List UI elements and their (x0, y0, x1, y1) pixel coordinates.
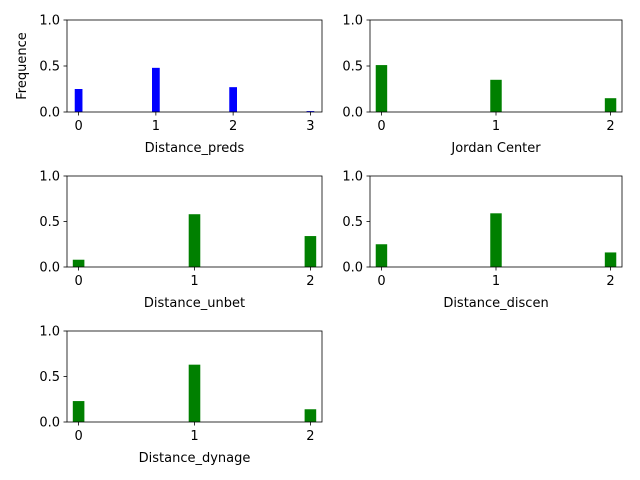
y-tick-label: 1.0 (39, 14, 60, 29)
bar-2 (304, 236, 317, 267)
bar-0 (72, 259, 85, 267)
bar-0 (74, 89, 83, 112)
bar-0 (375, 244, 388, 267)
x-tick-label: 1 (492, 274, 500, 289)
y-tick-label: 0.0 (39, 261, 60, 276)
x-tick-label: 0 (74, 429, 82, 444)
bar-2 (604, 252, 617, 267)
x-tick-label: 3 (306, 119, 314, 134)
x-axis-label: Distance_discen (443, 296, 548, 311)
bar-2 (604, 98, 617, 112)
y-tick-label: 0.5 (39, 60, 60, 75)
x-tick-label: 0 (74, 274, 82, 289)
x-tick-label: 2 (606, 274, 614, 289)
y-tick-label: 0.5 (39, 215, 60, 230)
subplot-2: 0.0 0.5 1.0 0 1 2 Jordan Center (342, 14, 623, 156)
x-axis-label: Distance_preds (145, 141, 245, 156)
x-tick-label: 0 (377, 274, 385, 289)
bar-1 (188, 214, 201, 267)
y-tick-label: 0.0 (342, 261, 363, 276)
subplot-5: 0.0 0.5 1.0 0 1 2 Distance_dynage (39, 325, 323, 466)
x-tick-label: 1 (190, 429, 198, 444)
subplot-4: 0.0 0.5 1.0 0 1 2 Distance_discen (342, 170, 623, 311)
y-tick-label: 0.0 (342, 106, 363, 121)
bar-2 (229, 87, 237, 112)
bar-2 (304, 409, 317, 422)
x-axis-label: Distance_dynage (139, 451, 251, 466)
y-tick-label: 0.5 (342, 60, 363, 75)
x-tick-label: 1 (190, 274, 198, 289)
x-tick-label: 2 (306, 429, 314, 444)
x-axis-label: Jordan Center (450, 141, 541, 156)
y-tick-label: 0.0 (39, 106, 60, 121)
x-axis-label: Distance_unbet (144, 296, 245, 311)
bar-1 (188, 364, 201, 422)
y-tick-label: 1.0 (342, 14, 363, 29)
subplot-1: 0.0 0.5 1.0 0 1 2 3 Distance_preds Frequence (15, 14, 323, 156)
y-tick-label: 1.0 (39, 325, 60, 340)
y-tick-label: 1.0 (342, 170, 363, 185)
x-tick-label: 1 (152, 119, 160, 134)
bar-1 (490, 79, 502, 112)
y-tick-label: 0.5 (342, 215, 363, 230)
y-tick-label: 0.0 (39, 416, 60, 431)
y-tick-label: 0.5 (39, 370, 60, 385)
x-tick-label: 0 (74, 119, 82, 134)
bar-0 (72, 401, 85, 422)
x-tick-label: 2 (229, 119, 237, 134)
subplot-3: 0.0 0.5 1.0 0 1 2 Distance_unbet (39, 170, 323, 311)
x-tick-label: 2 (306, 274, 314, 289)
bar-1 (490, 213, 502, 267)
bar-3 (306, 111, 315, 112)
y-tick-label: 1.0 (39, 170, 60, 185)
bar-1 (152, 67, 160, 112)
bar-0 (375, 65, 388, 112)
axes-frame (66, 19, 323, 113)
x-tick-label: 0 (377, 119, 385, 134)
x-tick-label: 2 (606, 119, 614, 134)
x-tick-label: 1 (492, 119, 500, 134)
y-axis-label: Frequence (15, 32, 30, 99)
